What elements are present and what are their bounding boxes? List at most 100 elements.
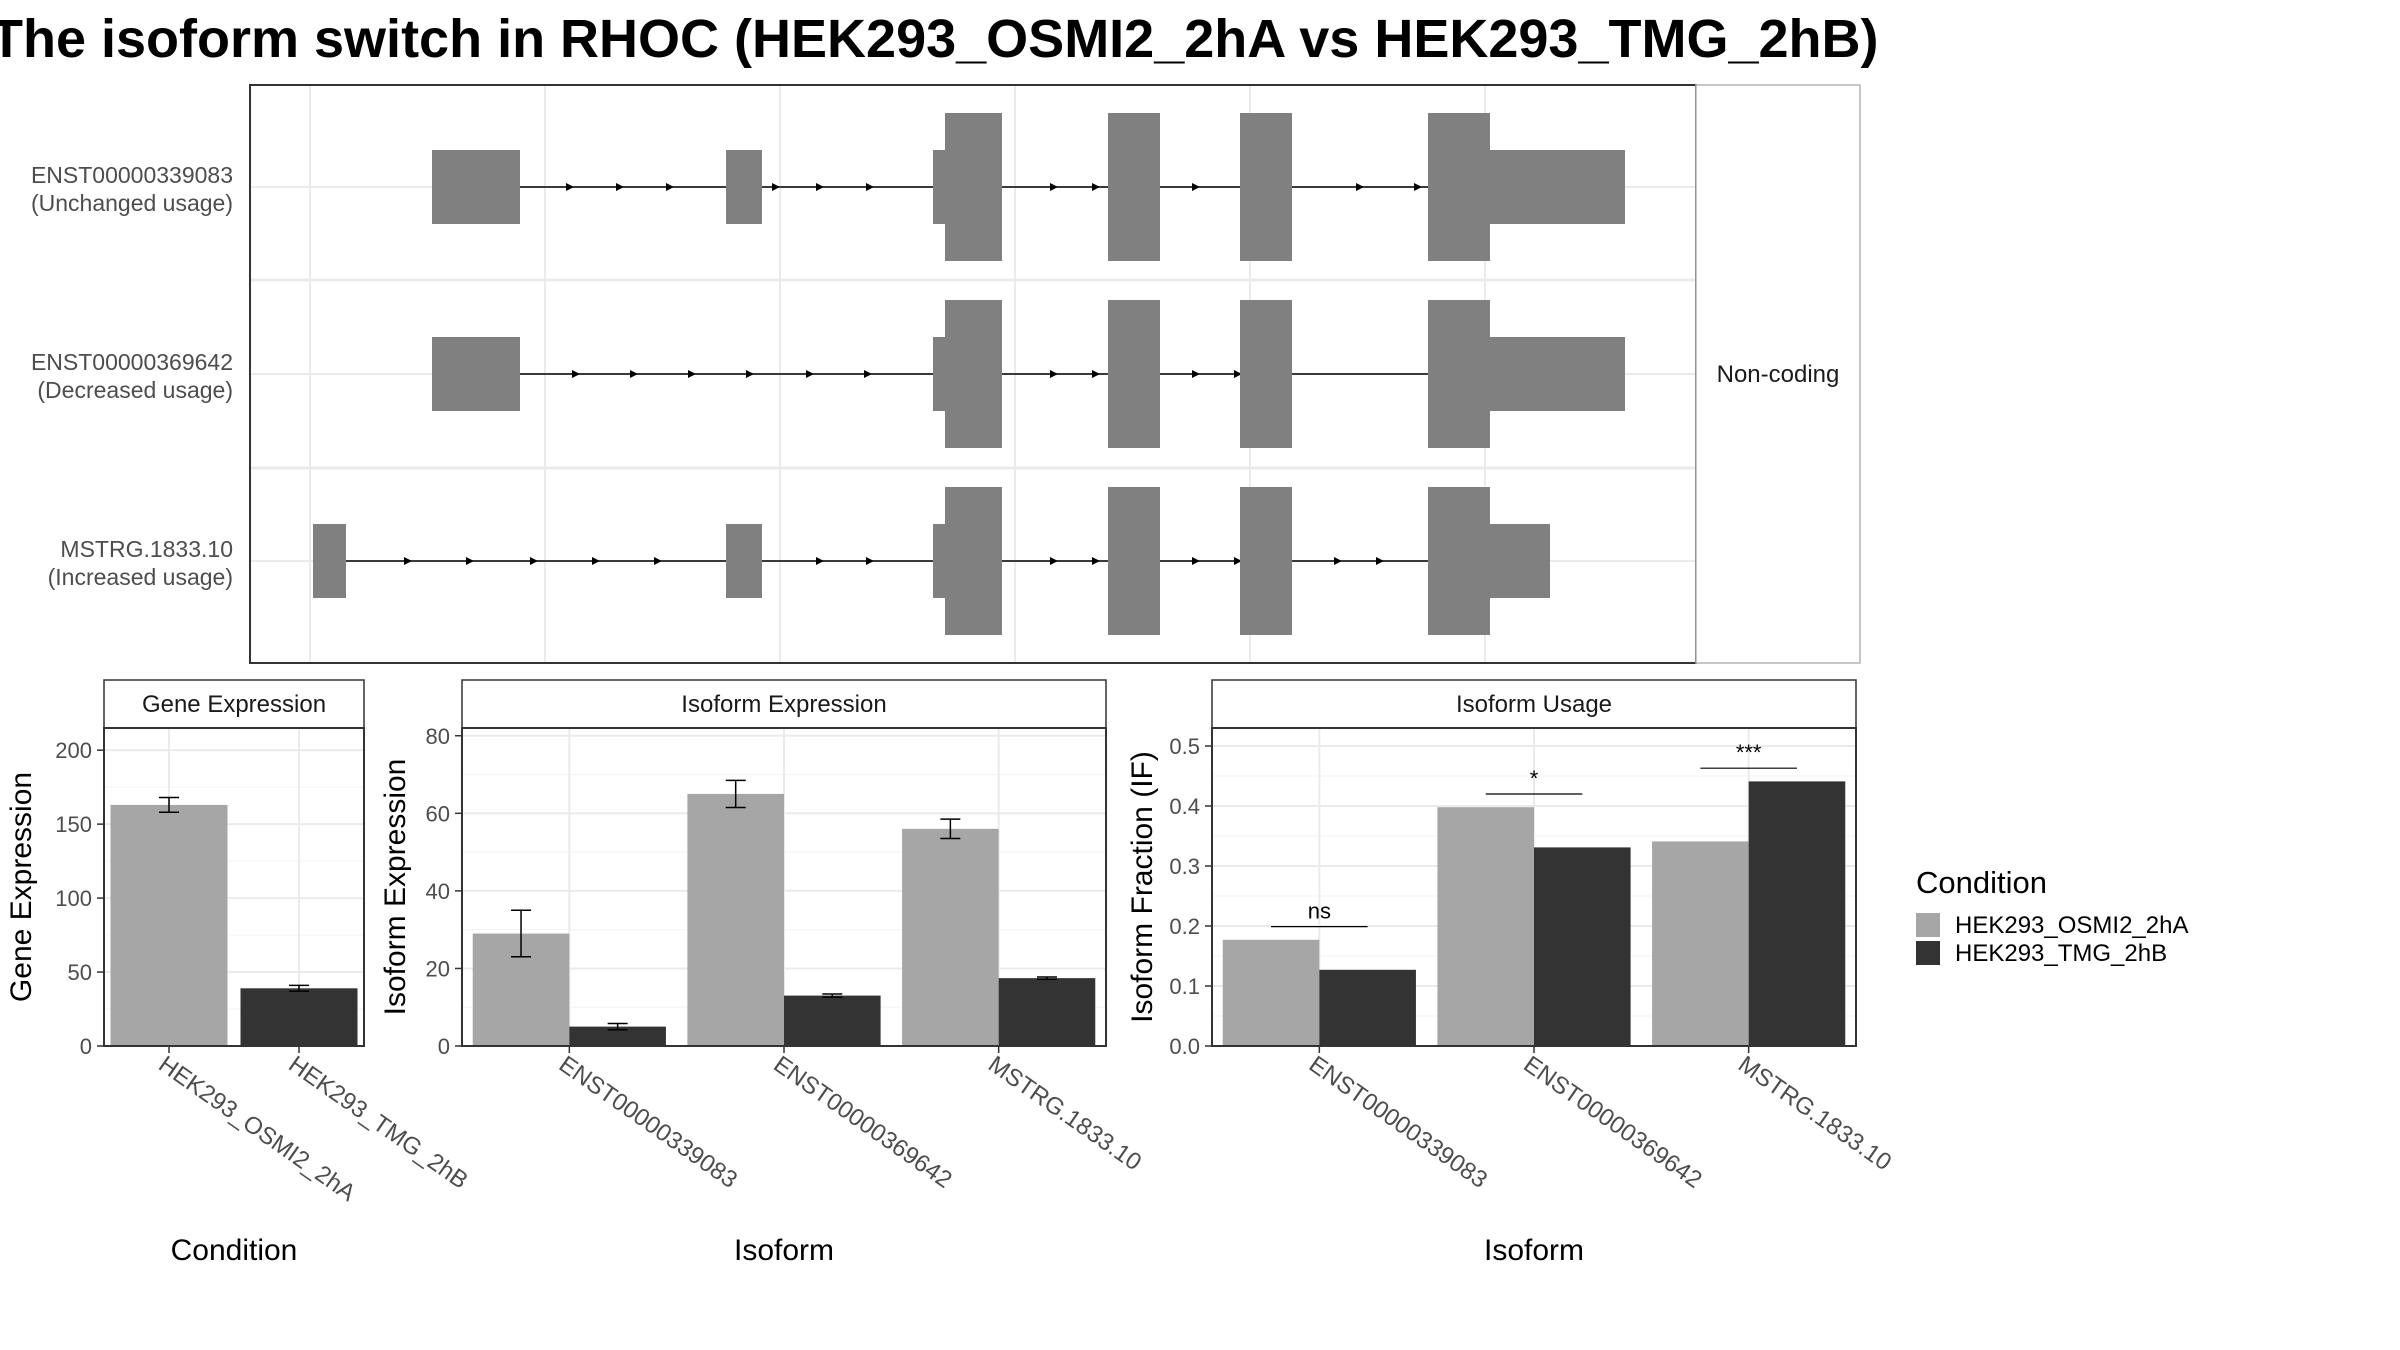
intron-arrow <box>1376 557 1384 565</box>
intron-arrow <box>1356 183 1364 191</box>
y-tick-label: 0.3 <box>1169 854 1200 879</box>
exon <box>1108 113 1160 261</box>
plot-title: The isoform switch in RHOC (HEK293_OSMI2… <box>0 9 1879 69</box>
exon <box>726 150 762 224</box>
y-axis-title: Gene Expression <box>5 772 38 1002</box>
isoform-id-label: MSTRG.1833.10 <box>60 536 233 562</box>
exon <box>945 113 1002 261</box>
y-tick-label: 80 <box>426 724 450 749</box>
exon <box>1240 300 1292 448</box>
bar <box>902 828 999 1046</box>
significance-label: *** <box>1736 740 1762 765</box>
exon <box>1488 524 1550 598</box>
strip-label: Gene Expression <box>142 691 326 718</box>
intron-arrow <box>666 183 674 191</box>
bar <box>110 804 228 1046</box>
y-tick-label: 0.1 <box>1169 974 1200 999</box>
exon <box>945 487 1002 635</box>
intron-arrow <box>1334 557 1342 565</box>
bar <box>1748 781 1846 1046</box>
bar <box>1319 969 1416 1046</box>
intron-arrow <box>1050 370 1058 378</box>
intron-arrow <box>592 557 600 565</box>
bar <box>1437 807 1534 1046</box>
legend-swatch <box>1916 913 1940 937</box>
intron-arrow <box>1192 183 1200 191</box>
y-tick-label: 150 <box>55 812 92 837</box>
x-axis-title: Isoform <box>734 1234 834 1267</box>
significance-label: * <box>1530 766 1539 791</box>
intron-arrow <box>866 557 874 565</box>
y-tick-label: 40 <box>426 879 450 904</box>
exon <box>1428 300 1490 448</box>
exon <box>1108 487 1160 635</box>
bar <box>687 793 784 1046</box>
exon <box>313 524 346 598</box>
intron-arrow <box>466 557 474 565</box>
strip-label: Isoform Expression <box>681 691 886 718</box>
intron-arrow <box>1192 557 1200 565</box>
facet-strip <box>1695 84 1861 664</box>
intron-arrow <box>816 183 824 191</box>
intron-arrow <box>572 370 580 378</box>
intron-arrow <box>1414 183 1422 191</box>
exon <box>432 150 520 224</box>
intron-arrow <box>616 183 624 191</box>
y-tick-label: 0.4 <box>1169 794 1200 819</box>
intron-arrow <box>404 557 412 565</box>
legend-item-label: HEK293_OSMI2_2hA <box>1955 912 2188 939</box>
x-tick-label: ENST00000339083 <box>554 1051 742 1194</box>
intron-arrow <box>688 370 696 378</box>
intron-arrow <box>806 370 814 378</box>
intron-arrow <box>1234 370 1242 378</box>
intron-arrow <box>866 183 874 191</box>
legend-item-label: HEK293_TMG_2hB <box>1955 940 2167 967</box>
isoform-usage-label: (Unchanged usage) <box>31 190 233 216</box>
y-axis-title: Isoform Expression <box>379 759 412 1016</box>
y-tick-label: 200 <box>55 738 92 763</box>
y-tick-label: 0.0 <box>1169 1034 1200 1059</box>
bar <box>240 988 358 1046</box>
y-axis-title: Isoform Fraction (IF) <box>1126 751 1159 1023</box>
y-tick-label: 50 <box>68 960 92 985</box>
bar <box>784 995 881 1046</box>
intron-arrow <box>530 557 538 565</box>
intron-arrow <box>1092 557 1100 565</box>
intron-arrow <box>772 183 780 191</box>
panel-strip <box>1211 679 1857 729</box>
intron-arrow <box>864 370 872 378</box>
x-tick-label: ENST00000369642 <box>1519 1051 1707 1194</box>
x-tick-label: MSTRG.1833.10 <box>983 1051 1146 1176</box>
y-tick-label: 20 <box>426 956 450 981</box>
exon <box>432 337 520 411</box>
x-tick-label: ENST00000369642 <box>769 1051 957 1194</box>
isoform-usage-label: (Decreased usage) <box>37 377 233 403</box>
exon <box>1428 113 1490 261</box>
y-tick-label: 100 <box>55 886 92 911</box>
panel-border <box>103 727 365 1047</box>
exon <box>1240 487 1292 635</box>
intron-arrow <box>1050 557 1058 565</box>
legend-swatch <box>1916 941 1940 965</box>
y-tick-label: 0 <box>438 1034 450 1059</box>
exon <box>1108 300 1160 448</box>
exon <box>1428 487 1490 635</box>
exon <box>1488 337 1625 411</box>
intron-arrow <box>1050 183 1058 191</box>
intron-arrow <box>746 370 754 378</box>
intron-arrow <box>1092 183 1100 191</box>
y-tick-label: 0.2 <box>1169 914 1200 939</box>
bar <box>1534 847 1631 1046</box>
intron-arrow <box>1192 370 1200 378</box>
panel-strip <box>103 679 365 729</box>
intron-arrow <box>566 183 574 191</box>
y-tick-label: 0 <box>80 1034 92 1059</box>
legend-title: Condition <box>1916 865 2047 900</box>
intron-arrow <box>630 370 638 378</box>
bar <box>998 978 1096 1046</box>
isoform-id-label: ENST00000369642 <box>31 349 233 375</box>
bar <box>569 1026 666 1046</box>
panel-strip <box>461 679 1107 729</box>
